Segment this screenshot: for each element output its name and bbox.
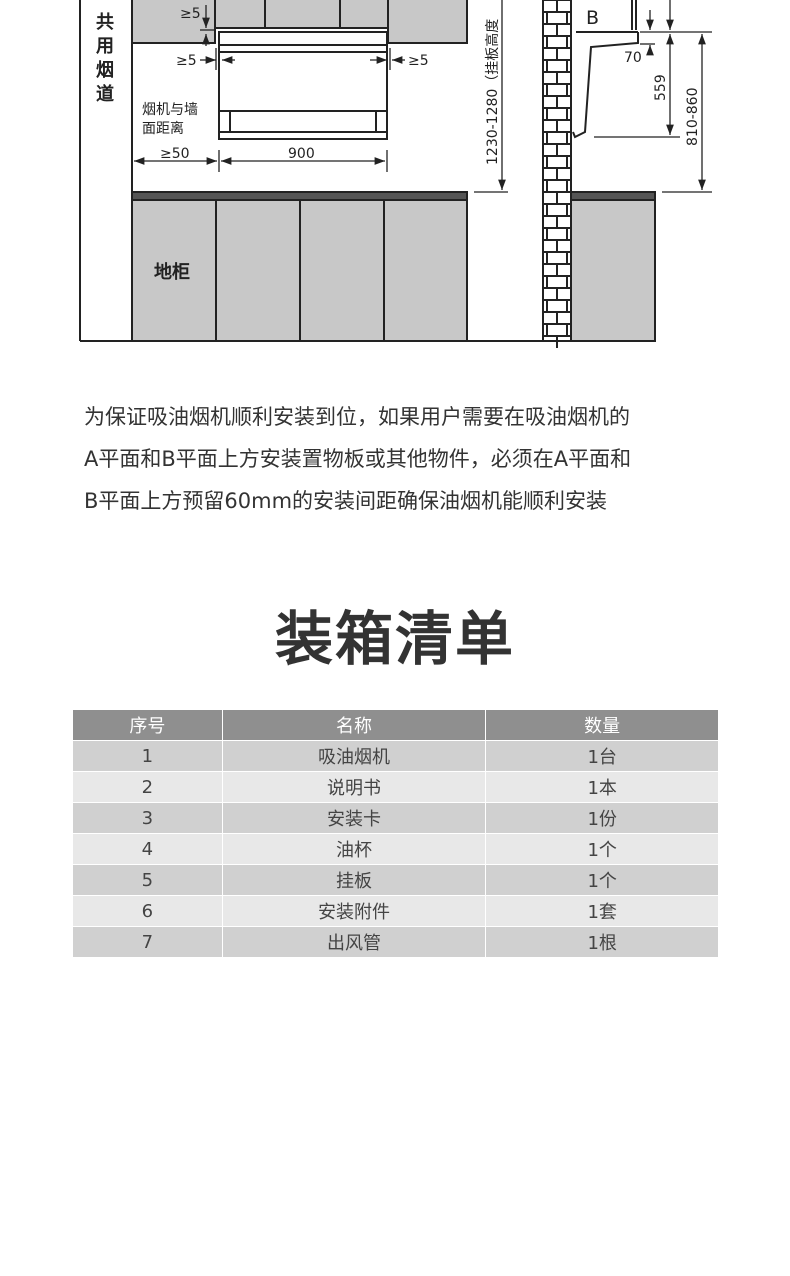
flue-label: 共 用 烟 道 — [96, 12, 114, 105]
cell-name: 油杯 — [221, 833, 487, 865]
svg-text:烟: 烟 — [96, 59, 114, 81]
note-line: 为保证吸油烟机顺利安装到位，如果用户需要在吸油烟机的 — [84, 405, 630, 429]
base-cabinet-label: 地柜 — [154, 261, 190, 283]
range-hood-side — [572, 0, 639, 139]
cell-quantity: 1根 — [485, 926, 719, 958]
installation-note: 为保证吸油烟机顺利安装到位，如果用户需要在吸油烟机的 A平面和B平面上方安装置物… — [84, 396, 724, 522]
packing-list-title: 装箱清单 — [274, 605, 515, 673]
dist-wall-label: ≥50 — [160, 146, 190, 162]
header-quantity: 数量 — [485, 709, 719, 741]
upper-cabinets — [131, 0, 468, 44]
cell-name: 出风管 — [221, 926, 487, 958]
gap-left-label: ≥5 — [176, 53, 197, 69]
range-hood-front — [218, 31, 388, 140]
cell-index: 5 — [72, 864, 223, 896]
cell-quantity: 1套 — [485, 895, 719, 927]
table-row: 4 油杯 1个 — [72, 833, 719, 865]
cell-quantity: 1个 — [485, 833, 719, 865]
cell-index: 1 — [72, 740, 223, 772]
cell-index: 3 — [72, 802, 223, 834]
gap-right-label: ≥5 — [408, 53, 429, 69]
cell-index: 7 — [72, 926, 223, 958]
cell-name: 挂板 — [221, 864, 487, 896]
cell-name: 吸油烟机 — [221, 740, 487, 772]
wall-distance-label: 烟机与墙 — [142, 102, 198, 118]
plate-height-label: 1230-1280（挂板高度 — [484, 19, 501, 165]
note-line: A平面和B平面上方安装置物板或其他物件，必须在A平面和 — [84, 447, 632, 471]
table-row: 1 吸油烟机 1台 — [72, 740, 719, 772]
cell-index: 4 — [72, 833, 223, 865]
width-label: 900 — [288, 146, 315, 162]
brick-wall — [542, 0, 572, 348]
table-row: 2 说明书 1本 — [72, 771, 719, 803]
header-index: 序号 — [72, 709, 223, 741]
table-row: 6 安装附件 1套 — [72, 895, 719, 927]
dim-810-860-label: 810-860 — [685, 88, 701, 147]
cell-index: 2 — [72, 771, 223, 803]
svg-text:道: 道 — [96, 83, 114, 105]
cell-quantity: 1个 — [485, 864, 719, 896]
packing-list-table: 序号 名称 数量 1 吸油烟机 1台 2 说明书 1本 3 安装卡 1份 4 油杯 1个 5 挂板 1个 6 安… — [72, 709, 719, 958]
table-row: 7 出风管 1根 — [72, 926, 719, 958]
cell-name: 安装附件 — [221, 895, 487, 927]
base-cabinets — [131, 191, 656, 342]
header-name: 名称 — [221, 709, 487, 741]
cell-index: 6 — [72, 895, 223, 927]
gap-top-label: ≥5 — [180, 6, 201, 22]
svg-text:共: 共 — [96, 12, 114, 33]
wall-distance-label-2: 面距离 — [142, 120, 184, 137]
table-row: 5 挂板 1个 — [72, 864, 719, 896]
svg-text:用: 用 — [96, 36, 114, 57]
cell-quantity: 1份 — [485, 802, 719, 834]
table-row: 3 安装卡 1份 — [72, 802, 719, 834]
cell-name: 安装卡 — [221, 802, 487, 834]
cell-quantity: 1台 — [485, 740, 719, 772]
note-line: B平面上方预留60mm的安装间距确保油烟机能顺利安装 — [84, 489, 608, 513]
dim-70-label: 70 — [624, 50, 642, 66]
cell-name: 说明书 — [221, 771, 487, 803]
plane-b-label: B — [586, 7, 599, 29]
dim-559-label: 559 — [653, 74, 669, 101]
cell-quantity: 1本 — [485, 771, 719, 803]
installation-diagram: 共 用 烟 道 ≥5 ≥5 — [79, 0, 712, 348]
